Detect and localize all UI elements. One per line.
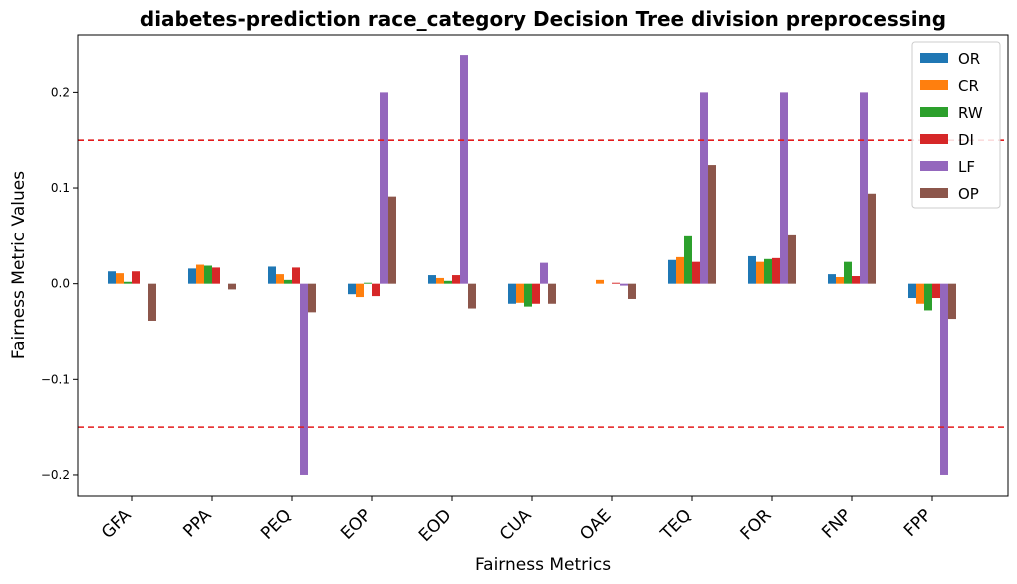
bar-rw-fnp bbox=[844, 261, 852, 284]
y-tick-label: −0.2 bbox=[41, 468, 70, 482]
plot-area: −0.2 −0.1 0.0 0.1 0.2 GFA PPA PEQ EOP EOD CUA OAE TE… bbox=[41, 34, 1009, 546]
bar-lf-oae bbox=[620, 283, 628, 286]
bar-rw-peq bbox=[284, 279, 292, 284]
bar-rw-fpp bbox=[924, 283, 932, 311]
bar-di-teq bbox=[692, 261, 700, 284]
x-tick-label: EOP bbox=[337, 505, 375, 543]
bar-di-cua bbox=[532, 283, 540, 304]
legend-label-di: DI bbox=[958, 131, 974, 149]
bar-di-oae bbox=[612, 282, 620, 284]
bar-or-gfa bbox=[108, 271, 116, 284]
x-tick-label: FPP bbox=[900, 505, 936, 541]
bar-or-peq bbox=[268, 266, 276, 284]
bar-or-ppa bbox=[188, 268, 196, 284]
bar-di-for bbox=[772, 257, 780, 284]
bar-rw-for bbox=[764, 258, 772, 284]
bar-rw-ppa bbox=[204, 265, 212, 284]
bar-op-ppa bbox=[228, 283, 236, 290]
bar-lf-peq bbox=[300, 283, 308, 475]
bar-rw-teq bbox=[684, 235, 692, 284]
bar-rw-eod bbox=[444, 280, 452, 284]
x-axis-label: Fairness Metrics bbox=[475, 555, 611, 575]
bar-op-cua bbox=[548, 283, 556, 304]
bar-lf-for bbox=[780, 92, 788, 284]
bar-cr-cua bbox=[516, 283, 524, 303]
bar-di-ppa bbox=[212, 267, 220, 284]
bar-or-fnp bbox=[828, 274, 836, 284]
bar-lf-eod bbox=[460, 55, 468, 284]
bar-op-fpp bbox=[948, 283, 956, 320]
y-tick-label: 0.0 bbox=[51, 277, 70, 291]
y-axis-label: Fairness Metric Values bbox=[9, 171, 29, 359]
bar-lf-eop bbox=[380, 92, 388, 284]
legend-swatch-op bbox=[920, 188, 948, 198]
bar-cr-teq bbox=[676, 256, 684, 284]
bar-op-teq bbox=[708, 165, 716, 284]
bar-or-fpp bbox=[908, 283, 916, 299]
bar-or-for bbox=[748, 255, 756, 284]
x-tick-label: PEQ bbox=[257, 505, 295, 543]
y-tick-label: 0.2 bbox=[51, 85, 70, 99]
bar-rw-gfa bbox=[124, 281, 132, 284]
legend-label-rw: RW bbox=[958, 104, 983, 122]
bar-or-eop bbox=[348, 283, 356, 295]
bar-lf-fnp bbox=[860, 92, 868, 284]
bar-op-for bbox=[788, 234, 796, 284]
bar-di-fpp bbox=[932, 283, 940, 299]
bar-di-eop bbox=[372, 283, 380, 297]
chart-title: diabetes-prediction race_category Decisi… bbox=[140, 7, 946, 31]
legend-label-cr: CR bbox=[958, 77, 979, 95]
bar-cr-gfa bbox=[116, 273, 124, 284]
y-tick-label: 0.1 bbox=[51, 181, 70, 195]
bar-cr-fnp bbox=[836, 276, 844, 284]
bar-di-gfa bbox=[132, 271, 140, 284]
legend-swatch-di bbox=[920, 134, 948, 144]
legend-label-or: OR bbox=[958, 50, 980, 68]
x-tick-label: PPA bbox=[179, 505, 215, 541]
bar-cr-for bbox=[756, 261, 764, 284]
bar-lf-teq bbox=[700, 92, 708, 284]
bar-cr-oae bbox=[596, 279, 604, 284]
legend-label-lf: LF bbox=[958, 158, 975, 176]
bar-cr-eod bbox=[436, 277, 444, 284]
x-tick-label: GFA bbox=[98, 505, 136, 543]
bar-op-eod bbox=[468, 283, 476, 309]
x-tick-label: OAE bbox=[576, 505, 615, 544]
bar-rw-cua bbox=[524, 283, 532, 307]
bar-di-peq bbox=[292, 267, 300, 284]
bar-cr-eop bbox=[356, 283, 364, 298]
bar-cr-fpp bbox=[916, 283, 924, 304]
legend-swatch-cr bbox=[920, 80, 948, 90]
axes-frame bbox=[77, 34, 1009, 497]
bar-or-eod bbox=[428, 275, 436, 284]
legend: OR CR RW DI LF OP bbox=[911, 41, 1001, 209]
x-tick-label: FOR bbox=[737, 505, 776, 544]
x-tick-label: FNP bbox=[818, 505, 855, 542]
bar-di-eod bbox=[452, 275, 460, 284]
bar-or-teq bbox=[668, 259, 676, 284]
x-tick-label: TEQ bbox=[656, 505, 695, 544]
y-tick-label: −0.1 bbox=[41, 372, 70, 386]
legend-swatch-or bbox=[920, 53, 948, 63]
bar-or-cua bbox=[508, 283, 516, 304]
bar-cr-ppa bbox=[196, 264, 204, 284]
legend-box bbox=[911, 41, 1001, 209]
legend-swatch-rw bbox=[920, 107, 948, 117]
bar-op-eop bbox=[388, 196, 396, 284]
bar-di-fnp bbox=[852, 276, 860, 284]
bar-op-gfa bbox=[148, 283, 156, 321]
bar-lf-fpp bbox=[940, 283, 948, 475]
bar-lf-cua bbox=[540, 262, 548, 284]
bar-op-peq bbox=[308, 283, 316, 313]
bar-cr-peq bbox=[276, 274, 284, 284]
x-tick-label: CUA bbox=[496, 505, 536, 545]
bar-op-oae bbox=[628, 283, 636, 299]
bar-rw-eop bbox=[364, 282, 372, 284]
legend-label-op: OP bbox=[958, 185, 979, 203]
x-tick-label: EOD bbox=[415, 505, 455, 545]
legend-swatch-lf bbox=[920, 161, 948, 171]
bar-op-fnp bbox=[868, 193, 876, 284]
